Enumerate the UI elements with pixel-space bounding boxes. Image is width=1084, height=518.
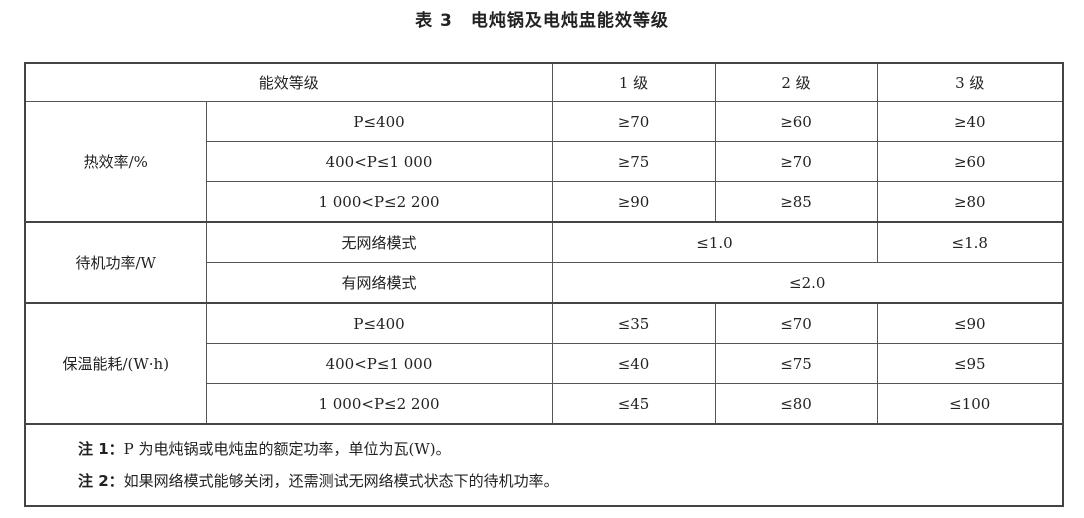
value: ≤2.0: [551, 262, 1064, 304]
grade-2: 2 级: [714, 62, 878, 102]
condition: 400<P≤1 000: [205, 343, 553, 384]
note-2: 注 2：如果网络模式能够关闭，还需测试无网络模式状态下的待机功率。: [78, 465, 1062, 497]
standby-label: 待机功率/W: [24, 221, 207, 304]
energy-efficiency-table: 能效等级 1 级 2 级 3 级 热效率/% P≤400 ≥70 ≥60 ≥40…: [24, 62, 1065, 507]
notes-row: 注 1：P 为电炖锅或电炖盅的额定功率，单位为瓦(W)。 注 2：如果网络模式能…: [24, 423, 1064, 507]
value: ≤100: [876, 383, 1064, 425]
table-row: 保温能耗/(W·h) P≤400 ≤35 ≤70 ≤90: [24, 302, 1064, 425]
value: ≤1.0: [551, 221, 878, 263]
value: ≥90: [551, 181, 716, 223]
grade-3: 3 级: [876, 62, 1064, 102]
keepwarm-label: 保温能耗/(W·h): [24, 302, 207, 425]
thermal-label: 热效率/%: [24, 101, 207, 223]
header-row: 能效等级 1 级 2 级 3 级: [24, 62, 1064, 102]
value: ≥60: [714, 101, 878, 142]
value: ≤80: [714, 383, 878, 425]
value: ≥75: [551, 141, 716, 182]
value: ≤75: [714, 343, 878, 384]
value: ≤95: [876, 343, 1064, 384]
value: ≤40: [551, 343, 716, 384]
value: ≥85: [714, 181, 878, 223]
value: ≤70: [714, 302, 878, 344]
table-row: 有网络模式 ≤2.0: [25, 262, 1064, 304]
table-row: 1 000<P≤2 200 ≥90 ≥85 ≥80: [25, 181, 1064, 223]
note-text: 如果网络模式能够关闭，还需测试无网络模式状态下的待机功率。: [123, 472, 559, 490]
condition: 无网络模式: [205, 221, 553, 263]
value: ≤35: [551, 302, 716, 344]
value: ≤45: [551, 383, 716, 425]
condition: 400<P≤1 000: [205, 141, 553, 182]
value: ≤90: [876, 302, 1064, 344]
table-row: 400<P≤1 000 ≥75 ≥70 ≥60: [25, 141, 1064, 182]
value: ≥40: [876, 101, 1064, 142]
condition: 1 000<P≤2 200: [205, 383, 553, 425]
table-title: 表 3 电炖锅及电炖盅能效等级: [415, 11, 669, 31]
header-label: 能效等级: [24, 62, 553, 102]
value: ≥60: [876, 141, 1064, 182]
value: ≥80: [876, 181, 1064, 223]
value: ≥70: [714, 141, 878, 182]
table-row: 热效率/% P≤400 ≥70 ≥60 ≥40: [24, 101, 1064, 223]
condition: P≤400: [205, 302, 553, 344]
table-row: 待机功率/W 无网络模式 ≤1.0 ≤1.8: [24, 221, 1064, 304]
condition: P≤400: [205, 101, 553, 142]
note-text: P 为电炖锅或电炖盅的额定功率，单位为瓦(W)。: [123, 440, 451, 458]
condition: 1 000<P≤2 200: [205, 181, 553, 223]
note-label: 注 2：: [78, 472, 124, 490]
note-1: 注 1：P 为电炖锅或电炖盅的额定功率，单位为瓦(W)。: [78, 433, 1062, 465]
value: ≥70: [551, 101, 716, 142]
table-row: 400<P≤1 000 ≤40 ≤75 ≤95: [25, 343, 1064, 384]
condition: 有网络模式: [205, 262, 553, 304]
value: ≤1.8: [876, 221, 1064, 263]
grade-1: 1 级: [551, 62, 716, 102]
note-label: 注 1：: [78, 440, 124, 458]
table-row: 1 000<P≤2 200 ≤45 ≤80 ≤100: [25, 383, 1064, 425]
notes: 注 1：P 为电炖锅或电炖盅的额定功率，单位为瓦(W)。 注 2：如果网络模式能…: [24, 423, 1064, 507]
